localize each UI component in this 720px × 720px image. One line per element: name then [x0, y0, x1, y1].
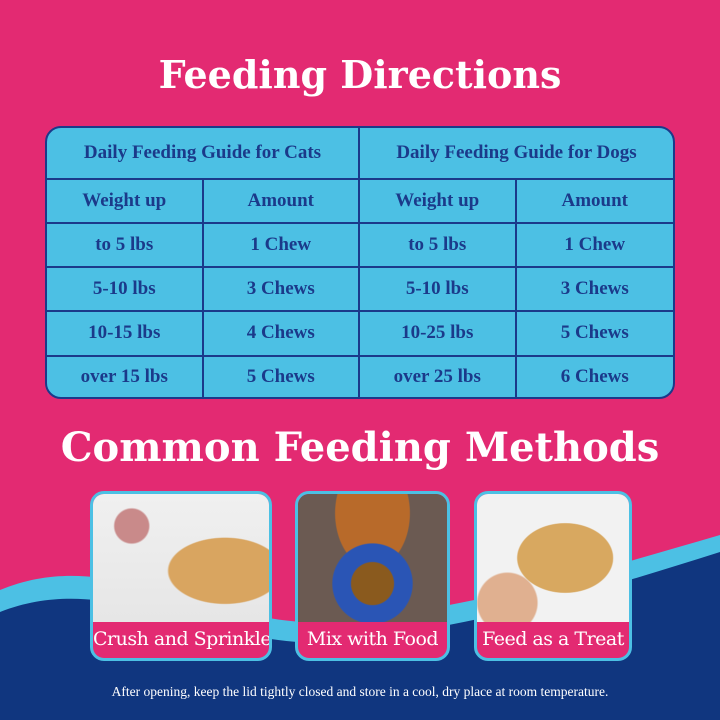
cat-weight: 5-10 lbs [47, 268, 204, 313]
dog-amount: 3 Chews [516, 268, 673, 313]
cats-amount-header: Amount [203, 180, 360, 225]
column-header-row: Weight up Amount Weight up Amount [47, 180, 673, 225]
cat-weight: 10-15 lbs [47, 312, 204, 357]
table-row: to 5 lbs 1 Chew to 5 lbs 1 Chew [47, 224, 673, 269]
method-card-mix: Mix with Food [295, 491, 450, 661]
cat-amount: 1 Chew [203, 224, 360, 269]
method-label: Feed as a Treat [482, 628, 624, 650]
method-label: Crush and Sprinkle [93, 628, 272, 650]
dog-weight: over 25 lbs [360, 356, 517, 397]
dogs-guide-header: Daily Feeding Guide for Dogs [360, 128, 673, 180]
dog-weight: to 5 lbs [360, 224, 517, 269]
cat-amount: 5 Chews [204, 356, 360, 397]
cats-weight-header: Weight up [47, 180, 204, 225]
cats-guide-header: Daily Feeding Guide for Cats [47, 128, 360, 180]
dog-amount: 5 Chews [516, 312, 673, 357]
cat-weight: to 5 lbs [47, 224, 204, 269]
dog-weight: 10-25 lbs [360, 312, 517, 357]
dog-sniffing-bowl-image [93, 494, 269, 622]
dogs-weight-header: Weight up [360, 180, 517, 225]
dog-eating-bowl-image [298, 494, 447, 622]
table-row: over 15 lbs 5 Chews over 25 lbs 6 Chews [47, 356, 673, 397]
method-card-crush: Crush and Sprinkle [90, 491, 272, 661]
dogs-amount-header: Amount [516, 180, 673, 225]
storage-note: After opening, keep the lid tightly clos… [111, 684, 609, 699]
cat-amount: 3 Chews [203, 268, 360, 313]
dog-amount: 1 Chew [516, 224, 673, 269]
method-label: Mix with Food [306, 628, 439, 650]
table-row: 10-15 lbs 4 Chews 10-25 lbs 5 Chews [47, 312, 673, 357]
method-card-treat: Feed as a Treat [474, 491, 632, 661]
table-row: 5-10 lbs 3 Chews 5-10 lbs 3 Chews [47, 268, 673, 313]
dog-treat-image [477, 494, 629, 622]
cat-amount: 4 Chews [203, 312, 360, 357]
page-title: Feeding Directions [158, 52, 562, 97]
dog-weight: 5-10 lbs [360, 268, 517, 313]
feeding-guide-table: Daily Feeding Guide for Cats Daily Feedi… [45, 126, 675, 399]
methods-title: Common Feeding Methods [60, 424, 660, 471]
dog-amount: 6 Chews [560, 365, 629, 387]
cat-weight: over 15 lbs [47, 356, 204, 397]
